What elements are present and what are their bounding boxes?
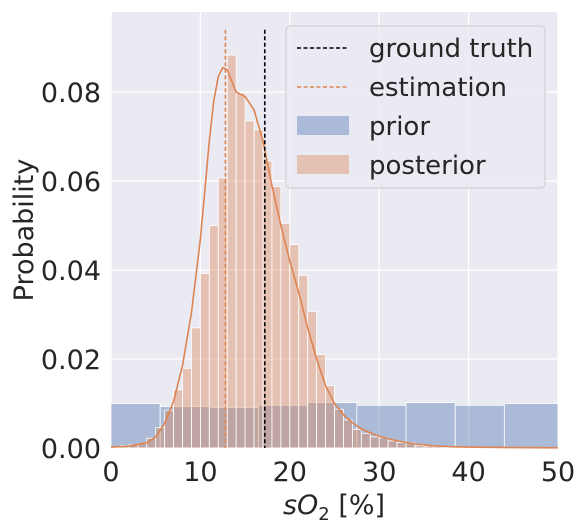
posterior-bar bbox=[182, 367, 192, 449]
posterior-bar bbox=[235, 92, 246, 449]
posterior-bar bbox=[191, 327, 201, 449]
posterior-bar bbox=[396, 442, 407, 449]
posterior-bar bbox=[298, 274, 309, 449]
posterior-bar bbox=[334, 408, 344, 449]
posterior-bar bbox=[343, 419, 353, 449]
legend: ground truth estimation prior posterior bbox=[285, 25, 546, 189]
posterior-bar bbox=[164, 409, 174, 449]
posterior-bar bbox=[378, 437, 389, 449]
y-tick-label: 0.00 bbox=[41, 434, 101, 465]
vertical-lines bbox=[224, 29, 266, 448]
x-tick-label: 10 bbox=[183, 457, 217, 488]
prior-histogram bbox=[110, 402, 559, 449]
legend-frame bbox=[285, 25, 546, 189]
prior-bar bbox=[405, 402, 456, 449]
y-axis-label: Probability bbox=[9, 159, 40, 302]
x-tick-label: 20 bbox=[273, 457, 307, 488]
y-tick-labels: 0.00 0.02 0.04 0.06 0.08 bbox=[41, 78, 101, 465]
posterior-bar bbox=[351, 428, 362, 449]
posterior-bar bbox=[316, 354, 326, 449]
y-tick-label: 0.02 bbox=[41, 345, 101, 376]
posterior-kde bbox=[110, 66, 559, 449]
legend-posterior-label: posterior bbox=[369, 151, 486, 181]
posterior-bar bbox=[360, 432, 371, 449]
posterior-bar bbox=[199, 273, 210, 449]
posterior-bar bbox=[253, 129, 264, 449]
posterior-bar bbox=[226, 54, 237, 449]
legend-ground-truth-label: ground truth bbox=[369, 34, 533, 64]
posterior-bar bbox=[208, 225, 219, 449]
posterior-bar bbox=[423, 445, 434, 449]
legend-posterior-swatch bbox=[297, 155, 349, 174]
posterior-bar bbox=[244, 120, 255, 449]
prior-bar bbox=[454, 404, 505, 449]
prior-bar bbox=[208, 407, 259, 449]
legend-prior-label: prior bbox=[369, 112, 430, 142]
x-tick-label: 50 bbox=[541, 457, 575, 488]
x-axis-label-unit: [%] bbox=[330, 490, 385, 521]
posterior-bar bbox=[387, 440, 398, 449]
posterior-histogram bbox=[110, 54, 452, 449]
prior-bar bbox=[503, 403, 559, 449]
x-tick-labels: 0 10 20 30 40 50 bbox=[102, 457, 575, 488]
y-tick-label: 0.04 bbox=[41, 256, 101, 287]
posterior-bar bbox=[414, 445, 425, 449]
posterior-bar bbox=[271, 185, 282, 449]
x-axis-label-main: sO bbox=[283, 490, 318, 521]
y-tick-label: 0.08 bbox=[41, 78, 101, 109]
x-tick-label: 30 bbox=[362, 457, 396, 488]
posterior-kde-line bbox=[110, 66, 559, 449]
x-axis-label-subscript: 2 bbox=[318, 504, 329, 525]
x-tick-label: 40 bbox=[451, 457, 485, 488]
x-axis-label: sO2 [%] bbox=[283, 490, 385, 525]
x-tick-label: 0 bbox=[102, 457, 119, 488]
legend-prior-swatch bbox=[297, 116, 349, 135]
legend-estimation-label: estimation bbox=[369, 73, 507, 103]
y-tick-label: 0.06 bbox=[41, 167, 101, 198]
posterior-bar bbox=[369, 436, 380, 449]
